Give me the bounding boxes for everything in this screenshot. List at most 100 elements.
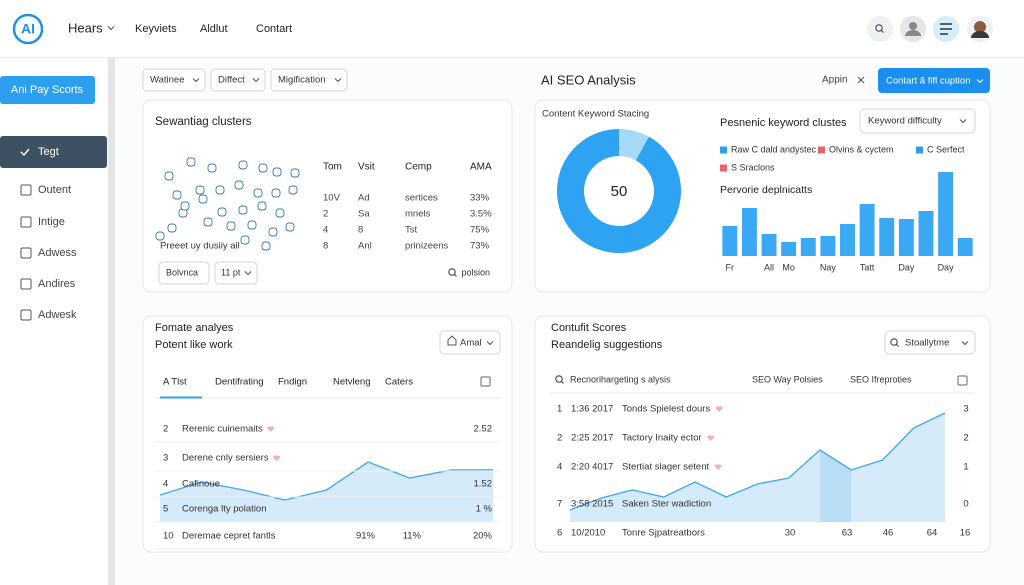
table-cell: 10V bbox=[323, 193, 341, 204]
avatar-icon bbox=[909, 22, 917, 30]
table-cell: 3 bbox=[163, 453, 168, 464]
table-icon[interactable] bbox=[957, 375, 968, 386]
nav-item[interactable]: Outent bbox=[38, 184, 71, 196]
menu-icon bbox=[940, 23, 952, 35]
table-cell: 5 bbox=[163, 504, 168, 515]
search-icon bbox=[890, 338, 898, 346]
cluster-icon bbox=[290, 168, 300, 178]
table-cell: Tonds Spielest dours bbox=[622, 404, 710, 415]
nav-item[interactable]: Andires bbox=[38, 278, 76, 290]
table-cell: 7 bbox=[557, 499, 562, 510]
tab[interactable]: Fndign bbox=[278, 377, 307, 388]
table-cell: 3 bbox=[963, 404, 968, 415]
bar bbox=[781, 242, 797, 256]
footer-label[interactable]: Bolvnca bbox=[166, 267, 198, 277]
cluster-icon bbox=[180, 201, 190, 211]
active-nav-item[interactable] bbox=[0, 136, 107, 168]
search-icon bbox=[880, 29, 884, 33]
cluster-icon bbox=[217, 207, 227, 217]
action-button[interactable] bbox=[878, 68, 990, 93]
table-cell: 2 bbox=[963, 433, 968, 444]
dropdown[interactable] bbox=[859, 108, 976, 134]
search-icon bbox=[895, 343, 899, 347]
button-label[interactable]: Contart ã fifl cuption bbox=[886, 76, 971, 87]
x-tick-label: All bbox=[764, 262, 774, 272]
button-label[interactable]: Ani Pay Scorts bbox=[11, 84, 84, 96]
table-cell: Stertiat slager setent bbox=[622, 462, 709, 473]
table-cell: 30 bbox=[785, 528, 796, 539]
chevron bbox=[334, 78, 342, 83]
footer-dropdown[interactable] bbox=[214, 261, 258, 285]
footer-button[interactable] bbox=[158, 261, 210, 285]
dropdown[interactable] bbox=[439, 330, 501, 355]
bar bbox=[761, 234, 777, 256]
filter-label[interactable]: Diffect bbox=[218, 75, 245, 86]
avatar-icon bbox=[905, 30, 921, 36]
caption: Preeet uy dusiiy ail bbox=[160, 241, 240, 252]
filter-dropdown[interactable] bbox=[270, 68, 348, 92]
table-cell: 63 bbox=[842, 528, 853, 539]
cluster-icon bbox=[226, 221, 236, 231]
chevron bbox=[192, 78, 200, 83]
nav-item[interactable]: Intige bbox=[38, 216, 65, 228]
x-tick-label: Nay bbox=[820, 262, 837, 272]
nav-item[interactable]: Adwess bbox=[38, 247, 77, 259]
chart-title: Pesnenic keyword clustes bbox=[720, 117, 847, 129]
filter-dropdown[interactable] bbox=[142, 68, 206, 92]
cluster-icon bbox=[198, 194, 208, 204]
nav-icon bbox=[20, 184, 32, 196]
bar bbox=[722, 226, 738, 256]
x-tick-label: Mo bbox=[782, 262, 795, 272]
tab[interactable]: Caters bbox=[385, 377, 413, 388]
table-cell: 91% bbox=[356, 531, 376, 542]
filter-dropdown[interactable] bbox=[210, 68, 266, 92]
nav-link[interactable]: Aldlut bbox=[200, 23, 228, 35]
column-header: SEO Ifreproties bbox=[850, 374, 912, 384]
check-icon bbox=[20, 148, 30, 157]
cluster-icon bbox=[207, 163, 217, 173]
nav-link[interactable]: Hears bbox=[68, 20, 103, 35]
table-cell: 10 bbox=[163, 531, 174, 542]
nav-item[interactable]: Adwesk bbox=[38, 309, 77, 321]
legend-swatch bbox=[916, 146, 923, 154]
dropdown[interactable] bbox=[884, 330, 976, 355]
chevron bbox=[961, 341, 969, 346]
nav-icon bbox=[20, 247, 32, 259]
close-icon[interactable] bbox=[857, 76, 865, 84]
chevron bbox=[959, 119, 967, 124]
heart-icon bbox=[273, 455, 281, 461]
top-bar bbox=[0, 0, 1024, 57]
footer-label[interactable]: 11 pt bbox=[221, 267, 241, 277]
cluster-icon bbox=[238, 205, 248, 215]
table-icon[interactable] bbox=[480, 376, 491, 387]
column-header: Tom bbox=[323, 162, 342, 173]
nav-item[interactable]: Tegt bbox=[38, 146, 59, 158]
filter-label[interactable]: Watinee bbox=[150, 75, 185, 86]
cluster-icon bbox=[247, 220, 257, 230]
cluster-icon bbox=[172, 190, 182, 200]
dropdown-label[interactable]: Stoallytme bbox=[905, 338, 949, 349]
link[interactable]: Appin bbox=[822, 75, 848, 86]
card-title: Fomate analyes bbox=[155, 322, 234, 334]
column-header: SEO Way Polsies bbox=[752, 374, 823, 384]
table-cell: Sa bbox=[358, 209, 370, 220]
bar bbox=[918, 211, 934, 256]
logo[interactable]: AI bbox=[21, 21, 35, 37]
tab[interactable]: A Tlst bbox=[163, 377, 187, 388]
column-header: AMA bbox=[470, 162, 492, 173]
table-cell: 33% bbox=[470, 193, 490, 204]
filter-label[interactable]: Migification bbox=[278, 75, 326, 86]
dropdown-label[interactable]: Keyword difficulty bbox=[868, 116, 942, 127]
dropdown-label[interactable]: Amal bbox=[460, 338, 482, 349]
toolbar-icon[interactable] bbox=[867, 16, 893, 42]
nav-link[interactable]: Contart bbox=[256, 23, 292, 35]
heart-icon bbox=[714, 464, 722, 470]
tab[interactable]: Dentifrating bbox=[215, 377, 264, 388]
primary-button[interactable] bbox=[0, 76, 95, 104]
nav-link[interactable]: Keyviets bbox=[135, 23, 177, 35]
tab[interactable]: Netvleng bbox=[333, 377, 371, 388]
chevron bbox=[252, 78, 260, 83]
footer-link[interactable]: polsion bbox=[461, 267, 490, 277]
